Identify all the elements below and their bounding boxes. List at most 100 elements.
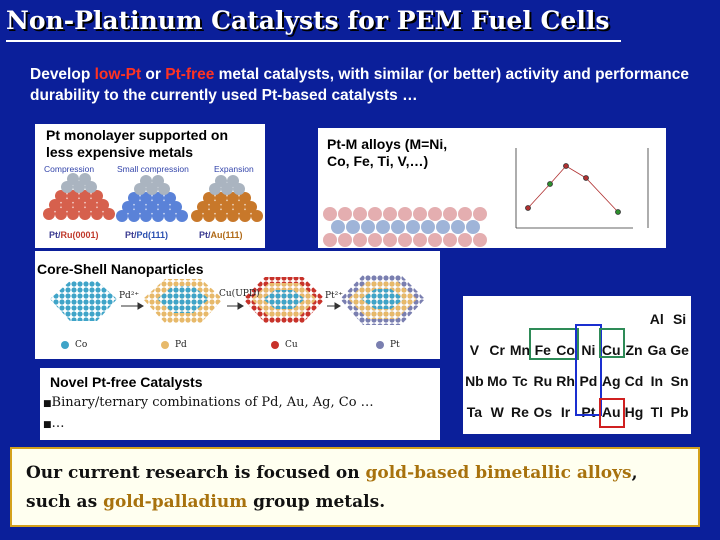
monolayer-illustration — [43, 173, 263, 222]
element-mo: Mo — [487, 373, 508, 389]
element-cu: Cu — [601, 342, 621, 358]
page-title: Non-Platinum Catalysts for PEM Fuel Cell… — [6, 6, 610, 35]
highlight-au-box — [598, 398, 625, 428]
au-substrate-stack — [191, 175, 263, 222]
ru-substrate-stack — [43, 173, 115, 220]
element-re: Re — [511, 404, 529, 420]
header-small-compression: Small compression — [117, 164, 189, 174]
element-pd: Pd — [579, 373, 598, 389]
highlight-ni-pd-pt-box — [575, 324, 602, 416]
element-cr: Cr — [489, 342, 505, 358]
monolayer-title-line1: Pt monolayer supported on — [46, 127, 229, 143]
substrate-label-ru: Pt/Ru(0001) — [49, 230, 99, 240]
intro-part3: metal catalysts, with similar (or better… — [30, 66, 689, 104]
element-pb: Pb — [670, 404, 689, 420]
legend-label-pd: Pd — [175, 340, 187, 350]
pt-monolayer-panel: Pt monolayer supported on less expensive… — [35, 124, 265, 248]
legend-label-co: Co — [75, 340, 88, 350]
element-mn: Mn — [509, 342, 531, 358]
legend-label-cu: Cu — [285, 340, 298, 350]
pt-alloys-panel: Pt-M alloys (M=Ni, Co, Fe, Ti, V,…) — [318, 128, 666, 248]
particle-pd-shell — [143, 279, 223, 323]
intro-part2: or — [141, 66, 166, 83]
particle-cu-shell — [243, 277, 325, 323]
element-ga: Ga — [647, 342, 667, 358]
substrate-label-au: Pt/Au(111) — [199, 230, 243, 240]
alloy-volcano-plot — [515, 148, 649, 229]
novel-bullet-1-text: Binary/ternary combinations of Pd, Au, A… — [51, 395, 374, 410]
alloys-illustration — [323, 148, 649, 247]
element-in: In — [650, 373, 664, 389]
substrate-pt-prefix: Pt/ — [49, 230, 61, 240]
novel-bullet-1: ■Binary/ternary combinations of Pd, Au, … — [43, 395, 374, 410]
element-tl: Tl — [650, 404, 664, 420]
title-underline — [6, 40, 621, 42]
monolayer-title-line2: less expensive metals — [46, 144, 194, 160]
ion-label-pd: Pd²⁺ — [119, 291, 140, 301]
conclusion-part2: , — [631, 463, 638, 483]
highlight-cu-ag-au-box — [598, 328, 625, 358]
element-ru: Ru — [533, 373, 553, 389]
element-al: Al — [649, 311, 664, 327]
intro-text: Develop low-Pt or Pt-free metal catalyst… — [30, 64, 710, 106]
novel-bullet-2-text: … — [51, 416, 65, 431]
conclusion-gold-pd: gold-palladium — [103, 492, 248, 512]
substrate-metal-ru: Ru(0001) — [60, 230, 99, 240]
alloy-atom-lattice — [323, 207, 487, 247]
element-rh: Rh — [556, 373, 575, 389]
substrate-metal-au: Au(111) — [210, 230, 243, 240]
highlight-fe-co-box — [529, 328, 579, 360]
element-ag: Ag — [601, 373, 621, 389]
ion-label-pt: Pt²⁺ — [325, 291, 344, 301]
element-v: V — [469, 342, 480, 358]
element-ni: Ni — [581, 342, 596, 358]
element-hg: Hg — [624, 404, 644, 420]
header-expansion: Expansion — [214, 164, 254, 174]
novel-catalysts-panel: Novel Pt-free Catalysts ■Binary/ternary … — [40, 368, 440, 440]
legend-dots — [61, 341, 384, 349]
core-shell-panel: Core-Shell Nanoparticles — [35, 251, 440, 359]
element-ge: Ge — [670, 342, 689, 358]
periodic-table-excerpt: V Cr Mn Fe Co Ni Cu Zn Ga Ge Nb Mo Tc Ru Rh Pd Ag Cd In Sn T… — [463, 296, 691, 434]
particle-co-core — [50, 281, 117, 321]
core-shell-title: Core-Shell Nanoparticles — [37, 261, 204, 277]
element-ir: Ir — [560, 404, 571, 420]
element-si: Si — [672, 311, 687, 327]
novel-bullet-2: ■… — [43, 416, 65, 431]
element-nb: Nb — [465, 373, 484, 389]
conclusion-box: Our current research is focused on gold-… — [10, 447, 700, 527]
element-pt: Pt — [581, 404, 596, 420]
element-zn: Zn — [625, 342, 643, 358]
substrate-pt-prefix: Pt/ — [125, 230, 137, 240]
conclusion-gold-alloys: gold-based bimetallic alloys — [365, 463, 632, 483]
conclusion-part1: Our current research is focused on — [26, 463, 366, 483]
novel-bullets: ■Binary/ternary combinations of Pd, Au, … — [43, 393, 374, 435]
substrate-pt-prefix: Pt/ — [199, 230, 211, 240]
element-au: Au — [601, 404, 621, 420]
alloys-title-line1: Pt-M alloys (M=Ni, — [327, 136, 448, 152]
intro-low-pt: low-Pt — [94, 66, 142, 83]
header-compression: Compression — [44, 164, 95, 174]
conclusion-part3: such as — [26, 492, 104, 512]
alloys-title-line2: Co, Fe, Ti, V,…) — [327, 153, 429, 169]
substrate-label-pd: Pt/Pd(111) — [125, 230, 168, 240]
conclusion-part4: group metals. — [247, 492, 386, 512]
reaction-arrows — [121, 302, 341, 310]
element-w: W — [490, 404, 504, 420]
pd-substrate-stack — [116, 175, 188, 222]
element-co: Co — [556, 342, 575, 358]
intro-pt-free: Pt-free — [165, 66, 215, 83]
element-ta: Ta — [466, 404, 483, 420]
substrate-metal-pd: Pd(111) — [136, 230, 169, 240]
monolayer-title: Pt monolayer supported on less expensive… — [46, 127, 228, 161]
element-tc: Tc — [512, 373, 528, 389]
ion-label-cu: Cu(UPD) — [219, 289, 260, 299]
element-os: Os — [533, 404, 553, 420]
novel-title: Novel Pt-free Catalysts — [50, 374, 203, 390]
particle-pt-shell — [340, 275, 425, 325]
alloys-title: Pt-M alloys (M=Ni, Co, Fe, Ti, V,…) — [327, 136, 447, 170]
legend-label-pt: Pt — [390, 340, 400, 350]
core-shell-illustration — [50, 275, 425, 349]
element-fe: Fe — [534, 342, 551, 358]
element-cd: Cd — [624, 373, 644, 389]
